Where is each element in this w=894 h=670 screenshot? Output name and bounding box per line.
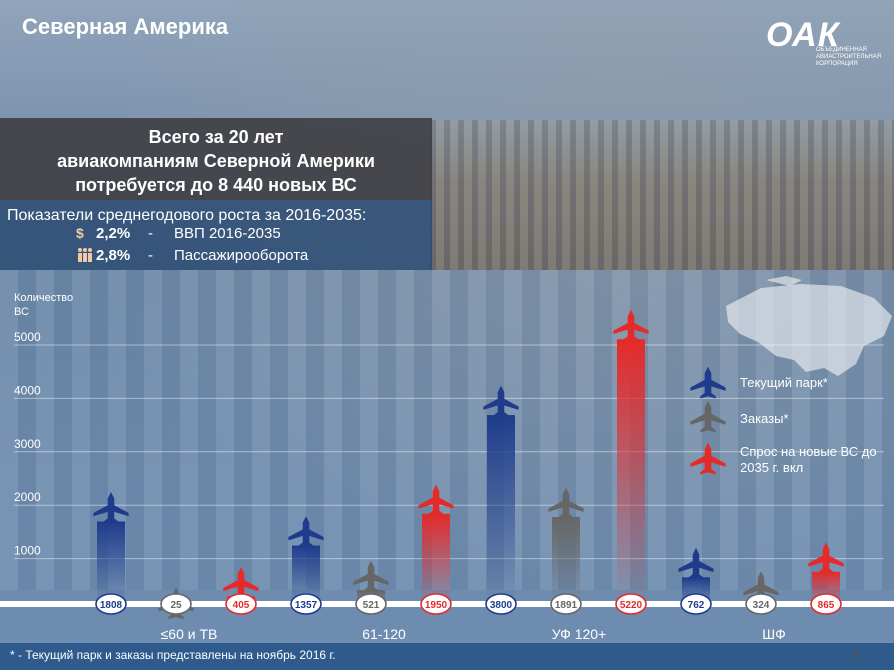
legend-label-fleet: Текущий парк*	[740, 375, 828, 390]
airplane-icon	[93, 492, 129, 524]
legend-airplane-icon	[690, 442, 726, 475]
airplane-icon	[743, 571, 779, 604]
people-icon	[76, 247, 94, 266]
data-label: 1891	[555, 600, 578, 611]
y-tick-label: 1000	[14, 544, 41, 558]
data-label: 521	[363, 600, 380, 611]
value-badge	[550, 593, 582, 615]
footer-bar: * - Текущий парк и заказы представлены н…	[0, 643, 894, 670]
growth-value: 2,2%	[96, 225, 131, 242]
bar	[97, 521, 125, 604]
y-axis-label: Количество ВС	[14, 292, 73, 318]
airplane-icon	[223, 566, 259, 599]
growth-title: Показатели среднегодового роста за 2016-…	[7, 207, 367, 224]
banner-line: авиакомпаниям Северной Америки	[57, 151, 375, 171]
airplane-icon	[613, 309, 649, 342]
bar	[422, 513, 450, 604]
value-badge	[290, 593, 322, 615]
data-label: 405	[233, 600, 250, 611]
north-america-map	[726, 276, 892, 376]
data-label: 25	[170, 600, 182, 611]
value-badge	[745, 593, 777, 615]
value-badge	[680, 593, 712, 615]
banner-line: потребуется до 8 440 новых ВС	[75, 175, 357, 195]
value-badge	[355, 593, 387, 615]
value-badge	[160, 593, 192, 615]
y-tick-label: 4000	[14, 383, 41, 397]
value-badge	[225, 593, 257, 615]
logo-subtitle-line: АВИАСТРОИТЕЛЬНАЯ	[816, 54, 882, 60]
logo-text: ОАК	[766, 16, 840, 54]
airplane-icon	[808, 542, 844, 575]
dollar-icon: $	[76, 225, 84, 241]
page-number: 8	[852, 648, 860, 662]
y-tick-label: 5000	[14, 330, 41, 344]
bar	[552, 517, 580, 604]
airplane-icon	[288, 516, 324, 549]
legend-airplane-icon	[690, 400, 726, 433]
logo-subtitle-line: КОРПОРАЦИЯ	[816, 61, 858, 67]
y-tick-label: 2000	[14, 490, 41, 504]
legend-label-demand: Спрос на новые ВС до 2035 г. вкл	[740, 444, 877, 475]
data-label: 1950	[425, 600, 448, 611]
data-label: 1808	[100, 600, 123, 611]
oak-logo: ОАК ОБЪЕДИНЕННАЯ АВИАСТРОИТЕЛЬНАЯ КОРПОР…	[766, 16, 881, 67]
banner-line: Всего за 20 лет	[148, 127, 284, 147]
growth-dash: -	[148, 247, 153, 264]
airplane-icon	[678, 547, 714, 580]
data-label: 324	[753, 600, 770, 611]
page-title: Северная Америка	[22, 14, 229, 39]
value-badge	[810, 593, 842, 615]
bar	[487, 415, 515, 604]
bar	[617, 339, 645, 604]
data-label: 1357	[295, 600, 318, 611]
value-badge	[420, 593, 452, 615]
data-label: 3800	[490, 600, 513, 611]
legend-label-orders: Заказы*	[740, 411, 789, 426]
airplane-icon	[483, 385, 519, 418]
value-badge	[485, 593, 517, 615]
data-label: 5220	[620, 600, 643, 611]
airplane-icon	[548, 487, 584, 520]
category-label: 61-120	[362, 626, 406, 642]
category-label: УФ 120+	[552, 626, 607, 642]
data-label: 865	[818, 600, 835, 611]
growth-label: Пассажирооборота	[174, 247, 309, 264]
city-photo	[430, 120, 894, 270]
growth-value: 2,8%	[96, 247, 131, 264]
growth-label: ВВП 2016-2035	[174, 225, 281, 242]
category-label: ≤60 и ТВ	[161, 626, 218, 642]
category-label: ШФ	[762, 626, 785, 642]
logo-subtitle: ОБЪЕДИНЕННАЯ АВИАСТРОИТЕЛЬНАЯ КОРПОРАЦИЯ	[816, 47, 886, 68]
growth-panel: Показатели среднегодового роста за 2016-…	[0, 200, 432, 270]
airplane-icon	[418, 484, 454, 517]
airplane-icon	[353, 560, 389, 593]
data-label: 762	[688, 600, 705, 611]
y-tick-label: 3000	[14, 437, 41, 451]
value-badge	[615, 593, 647, 615]
growth-dash: -	[148, 225, 153, 242]
footer-note: * - Текущий парк и заказы представлены н…	[10, 648, 336, 662]
summary-banner: Всего за 20 лет авиакомпаниям Северной А…	[0, 118, 432, 200]
legend-airplane-icon	[690, 366, 726, 399]
logo-subtitle-line: ОБЪЕДИНЕННАЯ	[816, 47, 867, 53]
value-badge	[95, 593, 127, 615]
